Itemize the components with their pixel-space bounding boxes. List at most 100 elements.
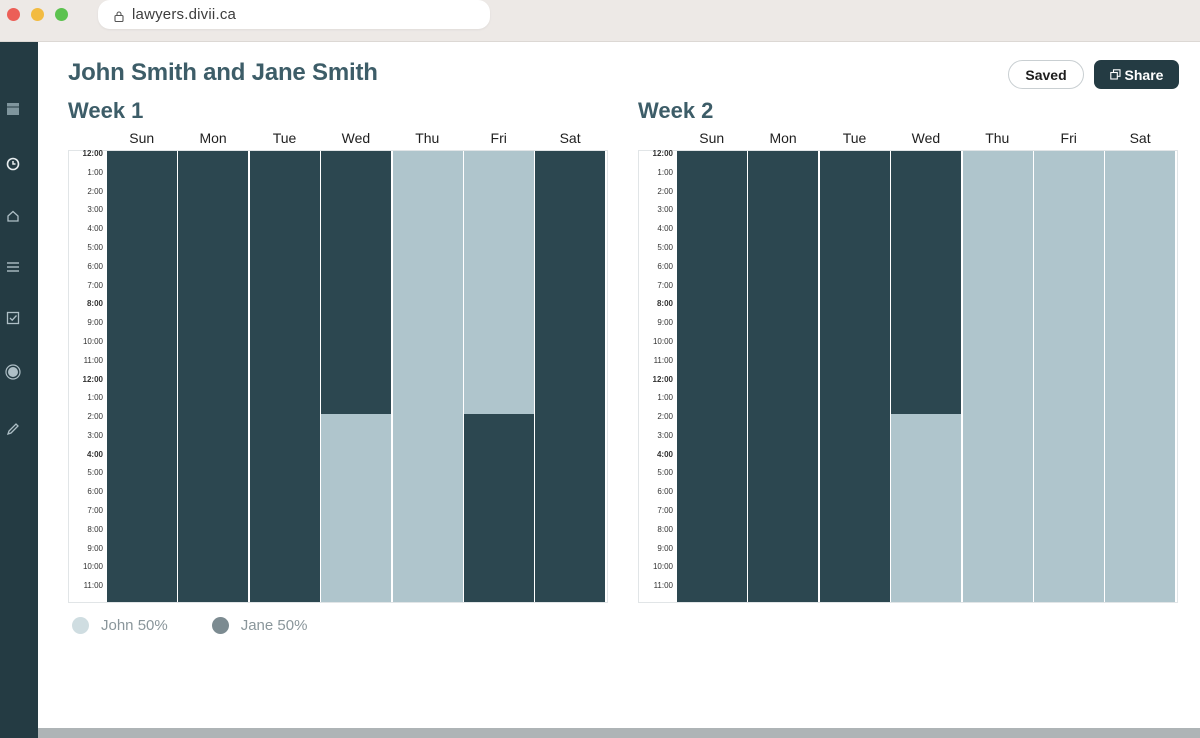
day-column-mon[interactable] [178,151,249,602]
time-label: 10:00 [652,336,673,346]
day-column-mon[interactable] [748,151,819,602]
time-label: 9:00 [87,543,103,553]
legend-swatch-john [72,617,89,634]
schedule-block-john[interactable] [464,151,534,415]
schedule-block-john[interactable] [1034,151,1104,602]
pencil-icon[interactable] [4,420,22,438]
schedule-block-john[interactable] [891,414,962,602]
time-label: 5:00 [87,468,103,478]
day-column-sat[interactable] [1105,151,1176,602]
time-label: 11:00 [653,581,673,591]
time-label: 4:00 [87,224,103,234]
week-title: Week 2 [638,98,714,123]
window-bottom-edge [38,728,1200,738]
schedule-block-jane[interactable] [819,151,890,602]
day-column-sun[interactable] [107,151,177,602]
schedule-block-john[interactable] [392,151,463,602]
time-label: 12:00 [652,149,673,158]
minimize-window-button[interactable] [31,8,44,21]
time-label: 2:00 [657,412,673,422]
day-header-fri: Fri [1060,130,1077,146]
url-text: lawyers.divii.ca [132,6,237,23]
day-column-sun[interactable] [677,151,747,602]
day-column-fri[interactable] [464,151,534,602]
day-header-sun: Sun [699,130,725,146]
time-label: 6:00 [87,261,103,271]
sidebar [0,42,38,738]
time-label: 5:00 [657,242,673,252]
time-label: 1:00 [657,393,673,403]
day-column-thu[interactable] [962,151,1033,602]
day-column-sat[interactable] [535,151,606,602]
time-label: 12:00 [652,374,673,384]
time-label: 4:00 [656,449,673,459]
time-label: 3:00 [657,205,673,215]
time-label: 7:00 [657,280,673,290]
schedule-block-jane[interactable] [677,151,747,602]
maximize-window-button[interactable] [55,8,68,21]
time-label: 6:00 [657,487,673,497]
time-label: 9:00 [657,543,673,553]
saved-button[interactable]: Saved [1008,60,1084,89]
day-column-tue[interactable] [819,151,890,602]
legend-swatch-jane [211,617,229,634]
schedule-block-jane[interactable] [748,151,819,602]
day-header-thu: Thu [985,130,1010,146]
browser-toolbar: lawyers.divii.ca [0,0,1200,42]
time-label: 8:00 [656,299,673,309]
schedule-block-john[interactable] [962,151,1033,602]
time-label: 1:00 [87,167,103,177]
copy-icon [1109,67,1121,83]
page-title: John Smith and Jane Smith [68,59,378,86]
main-content: John Smith and Jane Smith Saved Share We… [38,42,1200,728]
schedule-block-jane[interactable] [535,151,606,602]
day-column-tue[interactable] [249,151,320,602]
menu-icon[interactable] [4,258,22,276]
home-icon[interactable] [4,207,22,225]
time-label: 1:00 [87,393,103,403]
legend-item-john: John 50% [72,617,168,634]
address-bar[interactable]: lawyers.divii.ca [98,0,490,29]
checkbox-icon[interactable] [4,309,22,327]
schedule-block-jane[interactable] [178,151,249,602]
time-label: 4:00 [657,224,673,234]
schedule-block-jane[interactable] [107,151,177,602]
time-label: 12:00 [82,374,103,384]
time-label: 8:00 [86,299,103,309]
time-label: 10:00 [82,562,103,572]
schedule-block-jane[interactable] [464,414,534,602]
time-label: 11:00 [653,355,673,365]
calendar-icon[interactable] [4,100,22,118]
time-label: 12:00 [82,149,103,158]
circle-icon[interactable] [4,363,22,381]
lock-icon [114,9,124,23]
close-window-button[interactable] [7,8,20,21]
time-label: 2:00 [87,412,103,422]
time-label: 6:00 [657,261,673,271]
time-label: 9:00 [657,318,673,328]
time-label: 3:00 [657,430,673,440]
time-label: 2:00 [87,186,103,196]
share-button[interactable]: Share [1094,60,1179,89]
schedule-block-jane[interactable] [891,151,962,415]
time-label: 7:00 [657,506,673,516]
day-column-wed[interactable] [321,151,392,602]
time-label: 11:00 [83,355,103,365]
day-header-mon: Mon [199,130,227,146]
time-label: 7:00 [87,280,103,290]
time-column: 12:00 1:00 2:00 3:00 4:00 5:00 6:00 7:00 8:00 9:0… [69,149,107,602]
day-header-fri: Fri [490,130,507,146]
clock-icon[interactable] [4,155,22,173]
day-header-tue: Tue [272,130,297,146]
time-label: 10:00 [82,336,103,346]
time-label: 8:00 [657,524,673,534]
schedule-block-jane[interactable] [321,151,392,415]
schedule-block-jane[interactable] [249,151,320,602]
schedule-block-john[interactable] [1105,151,1176,602]
schedule-block-john[interactable] [321,414,392,602]
day-column-fri[interactable] [1034,151,1104,602]
day-column-wed[interactable] [891,151,962,602]
time-label: 9:00 [87,318,103,328]
time-label: 3:00 [87,430,103,440]
day-column-thu[interactable] [392,151,463,602]
